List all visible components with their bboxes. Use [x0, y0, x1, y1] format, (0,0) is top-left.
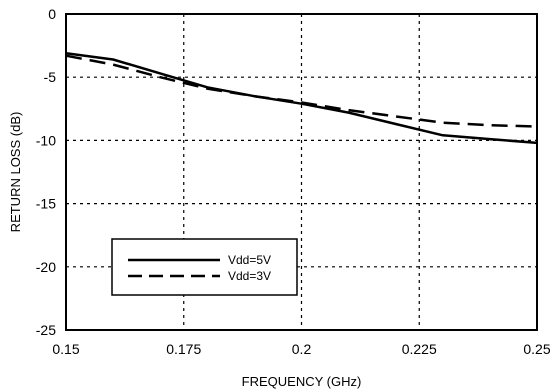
x-tick-label-0-2: 0.2: [292, 341, 312, 357]
legend-box: [111, 238, 298, 296]
series-line-vdd-3v: [65, 54, 538, 128]
y-tick-label-25: -25: [36, 322, 56, 338]
x-tick-label-0-175: 0.175: [166, 341, 201, 357]
legend: Vdd=5V Vdd=3V: [111, 238, 298, 296]
series-group: [65, 51, 538, 145]
y-tick-label-5: -5: [44, 69, 57, 85]
x-tick-labels: 0.15 0.175 0.2 0.225 0.25: [52, 341, 550, 357]
x-tick-label-0-25: 0.25: [523, 341, 550, 357]
legend-label-vdd-5v: Vdd=5V: [228, 253, 271, 267]
y-tick-labels: 0 -5 -10 -15 -20 -25: [36, 6, 56, 338]
x-tick-label-0-15: 0.15: [52, 341, 79, 357]
x-axis-label: FREQUENCY (GHz): [242, 374, 362, 389]
plot-frame: [65, 13, 538, 331]
y-tick-label-15: -15: [36, 196, 56, 212]
x-tick-label-0-225: 0.225: [402, 341, 437, 357]
y-tick-label-20: -20: [36, 259, 56, 275]
y-axis-label: RETURN LOSS (dB): [8, 112, 23, 233]
legend-label-vdd-3v: Vdd=3V: [228, 269, 271, 283]
y-tick-label-0: 0: [48, 6, 56, 22]
y-tick-label-10: -10: [36, 132, 56, 148]
